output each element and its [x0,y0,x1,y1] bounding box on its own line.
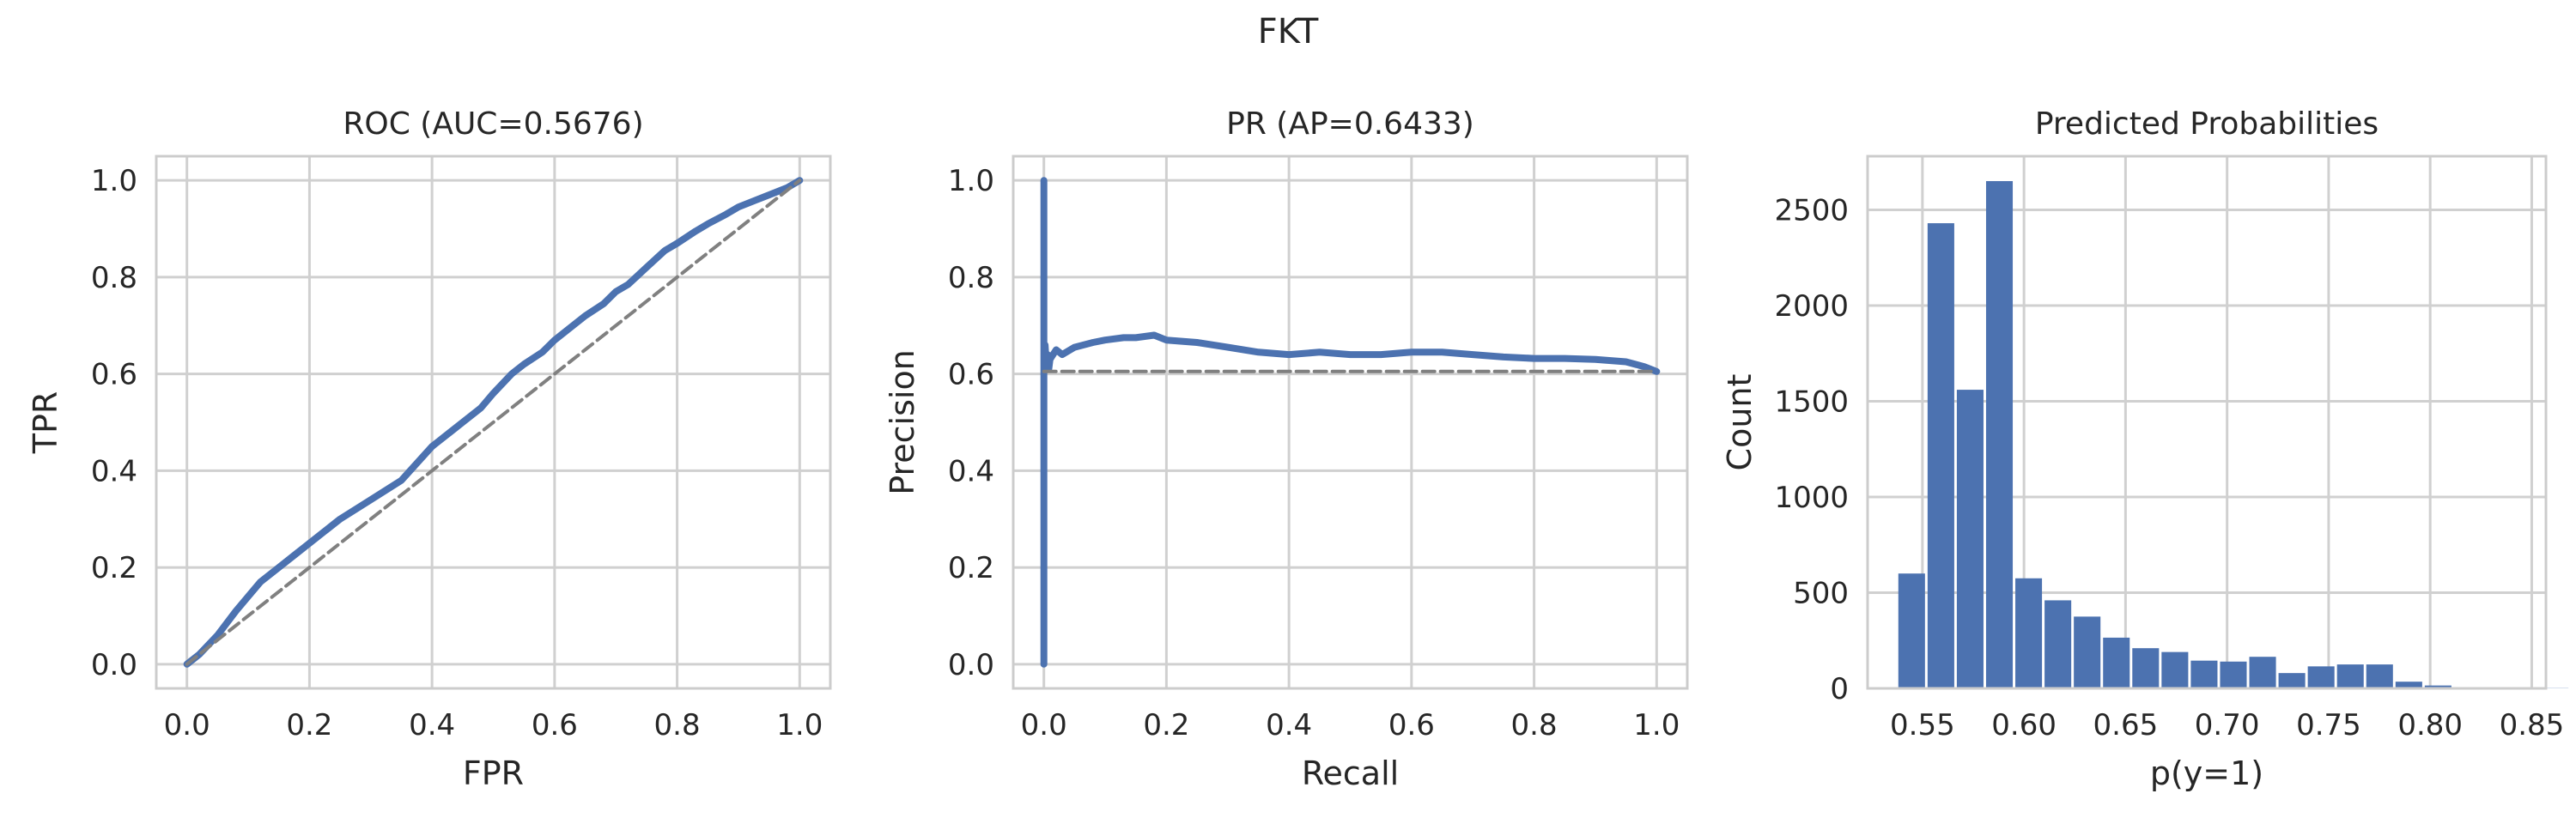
y-tick-label: 0.8 [948,261,994,295]
histogram-bar [2220,661,2247,688]
chart-title: ROC (AUC=0.5676) [343,106,643,142]
y-tick-label: 1.0 [948,164,994,198]
x-tick-label: 0.60 [1991,708,2057,742]
x-tick-label: 0.4 [409,708,455,742]
x-tick-label: 0.6 [1388,708,1435,742]
y-tick-label: 0 [1830,672,1849,706]
histogram-bar [2366,664,2393,688]
histogram-bar [1898,573,1925,688]
x-tick-label: 0.75 [2296,708,2361,742]
y-tick-label: 2000 [1774,289,1849,324]
x-axis-label: p(y=1) [2150,754,2263,792]
y-tick-label: 0.0 [91,648,137,682]
histogram-bar [2132,648,2160,688]
baseline-dashed-line [185,179,802,666]
chart-title: Predicted Probabilities [2035,106,2379,142]
x-tick-label: 0.6 [532,708,578,742]
axes-frame [1866,154,2548,690]
y-tick-label: 0.8 [91,261,137,295]
x-tick-label: 0.65 [2093,708,2159,742]
y-tick-label: 500 [1793,576,1849,610]
x-tick-label: 0.70 [2195,708,2260,742]
y-tick-label: 1000 [1774,481,1849,515]
histogram-bar [2015,578,2043,688]
histogram-bar [2336,664,2364,688]
axes-frame [1012,154,1689,690]
curve-line [183,177,804,668]
axes-frame [155,154,832,690]
x-tick-label: 0.2 [1143,708,1189,742]
histogram-bar [1985,180,2014,689]
histogram-bar [2424,685,2451,688]
histogram-bar [2249,657,2276,688]
figure-title: FKT [1258,12,1319,52]
chart-title: PR (AP=0.6433) [1226,106,1474,142]
x-tick-label: 1.0 [776,708,823,742]
y-tick-label: 0.6 [948,358,994,392]
y-tick-label: 1500 [1774,385,1849,419]
y-tick-label: 2500 [1774,193,1849,227]
histogram-bar [2395,682,2422,688]
y-tick-label: 1.0 [91,164,137,198]
y-axis-label: Count [1721,374,1759,471]
x-tick-label: 0.8 [1511,708,1558,742]
x-tick-label: 0.4 [1266,708,1312,742]
x-tick-label: 0.0 [164,708,210,742]
x-tick-label: 0.8 [654,708,701,742]
y-tick-label: 0.2 [91,551,137,585]
histogram-bar [2161,651,2189,688]
y-tick-label: 0.4 [91,454,137,488]
x-axis-label: Recall [1302,754,1399,792]
y-axis-label: TPR [27,391,64,455]
chart-panel-3: 0.55 0.60 0.65 0.70 0.75 0.80 0.85 0 500 1000 1500… [1721,106,2569,792]
histogram-bar [2278,673,2306,688]
x-axis-label: FPR [463,754,524,792]
chart-panel-2: 0.0 0.2 0.4 0.6 0.8 1.0 0.0 0.2 0.4 0.6 0.8 1.0 PR (… [884,106,1689,792]
histogram-bar [2307,666,2335,688]
x-tick-label: 0.85 [2500,708,2565,742]
y-tick-label: 0.6 [91,358,137,392]
histogram-bar [2074,616,2101,688]
histogram-bar [2103,637,2130,688]
x-tick-label: 0.80 [2397,708,2463,742]
histogram-bar [2044,600,2072,688]
y-tick-label: 0.2 [948,551,994,585]
y-tick-label: 0.4 [948,454,994,488]
y-tick-label: 0.0 [948,648,994,682]
x-tick-label: 1.0 [1633,708,1680,742]
curve-line [1040,177,1661,668]
y-axis-label: Precision [884,349,921,495]
histogram-bar [1956,390,1984,688]
x-tick-label: 0.0 [1021,708,1067,742]
chart-panel-1: 0.0 0.2 0.4 0.6 0.8 1.0 0.0 0.2 0.4 0.6 0.8 1.0 ROC … [27,106,832,792]
histogram-bar [1927,223,1954,688]
x-tick-label: 0.55 [1890,708,1955,742]
histogram-bar [2190,660,2218,688]
x-tick-label: 0.2 [286,708,332,742]
